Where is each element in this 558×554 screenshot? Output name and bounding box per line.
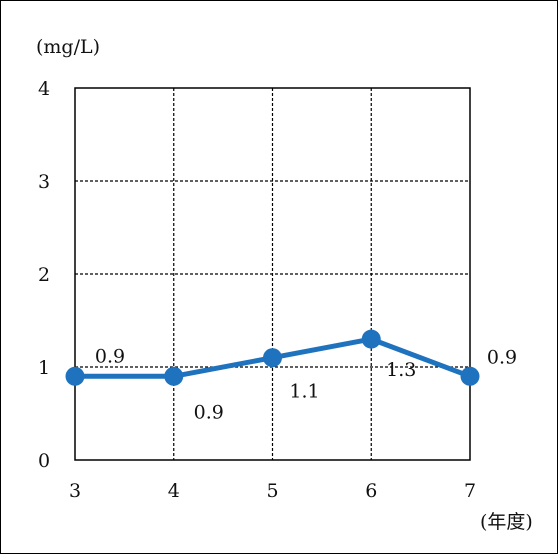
- data-point-3: [65, 366, 85, 386]
- data-point-4: [164, 366, 184, 386]
- y-tick-labels: 0 1 2 3 4: [38, 78, 50, 472]
- data-label-4: 0.9: [194, 401, 224, 423]
- y-tick-label-1: 1: [38, 357, 50, 379]
- data-point-6: [361, 329, 381, 349]
- x-tick-label-6: 6: [365, 480, 377, 502]
- y-axis-unit-label: (mg/L): [36, 36, 100, 58]
- y-tick-label-4: 4: [38, 78, 50, 100]
- data-point-7: [460, 366, 480, 386]
- data-label-6: 1.3: [386, 359, 416, 381]
- x-tick-label-4: 4: [168, 480, 180, 502]
- data-point-5: [263, 348, 282, 368]
- x-tick-label-3: 3: [69, 480, 81, 502]
- data-label-7: 0.9: [487, 346, 517, 368]
- data-label-5: 1.1: [289, 381, 319, 403]
- x-tick-labels: 3 4 5 6 7: [69, 480, 476, 502]
- plot-border: [74, 87, 471, 461]
- y-tick-label-3: 3: [38, 171, 50, 193]
- data-labels: 0.9 0.9 1.1 1.3 0.9: [95, 345, 517, 423]
- plot-area-border: [74, 87, 471, 461]
- x-tick-label-7: 7: [464, 480, 476, 502]
- x-tick-label-5: 5: [266, 480, 278, 502]
- y-tick-label-0: 0: [38, 450, 50, 472]
- data-label-3: 0.9: [95, 345, 125, 367]
- series-points: [65, 329, 480, 386]
- x-axis-unit-label: (年度): [480, 511, 533, 533]
- y-tick-label-2: 2: [38, 264, 50, 286]
